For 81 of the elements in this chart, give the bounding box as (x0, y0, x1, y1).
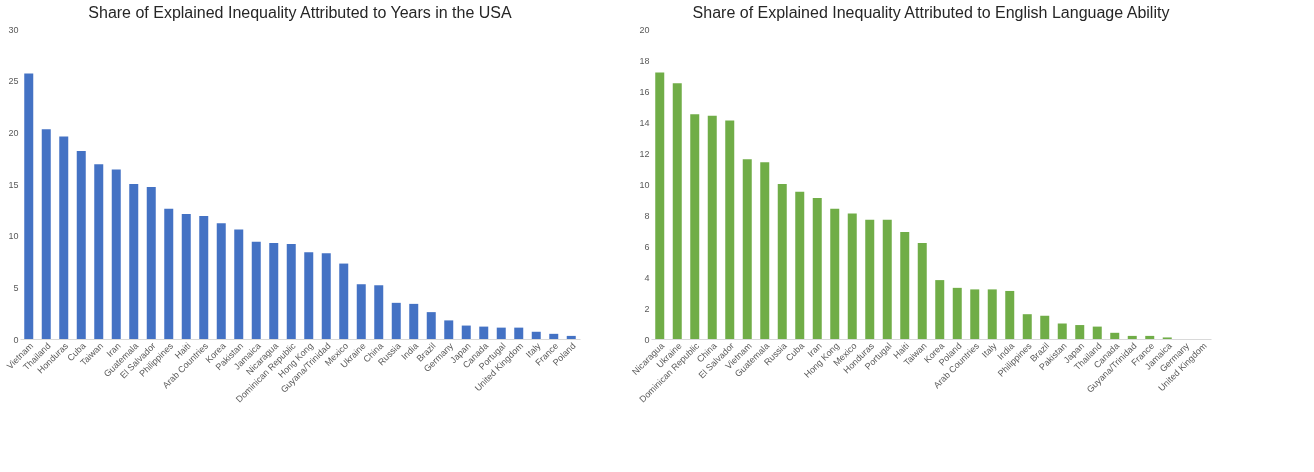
bar (251, 241, 261, 339)
bar (566, 335, 576, 339)
bar (286, 243, 296, 339)
bar (1057, 323, 1067, 339)
bar (830, 208, 840, 339)
bar (269, 242, 279, 339)
bar (970, 289, 980, 339)
bar (812, 197, 822, 339)
y-tick-label: 4 (644, 272, 650, 283)
bar (1022, 314, 1032, 339)
bar (76, 150, 86, 339)
bar (321, 253, 331, 339)
y-tick-label: 25 (8, 76, 19, 87)
bar (1075, 325, 1085, 339)
bar (1110, 332, 1120, 339)
bar (409, 303, 419, 339)
bar (531, 331, 541, 339)
bar (216, 223, 226, 339)
bar (655, 72, 665, 339)
y-tick-label: 0 (644, 334, 650, 345)
y-tick-label: 12 (639, 148, 650, 159)
bar (59, 136, 69, 339)
y-tick-label: 5 (13, 282, 19, 293)
bar (356, 284, 366, 339)
bar (374, 285, 384, 339)
y-tick-label: 18 (639, 55, 650, 66)
y-tick-label: 20 (8, 127, 19, 138)
bar (41, 129, 51, 339)
bar (1040, 315, 1050, 339)
y-tick-label: 16 (639, 86, 650, 97)
bar (549, 333, 559, 339)
bar (672, 83, 682, 339)
y-tick-label: 2 (644, 303, 650, 314)
chart-title: Share of Explained Inequality Attributed to English Language Ability (692, 4, 1170, 21)
bar (111, 169, 121, 339)
bar (1005, 290, 1015, 339)
bar (146, 187, 156, 339)
bar (496, 327, 506, 339)
bar (129, 184, 139, 339)
bar (707, 115, 717, 339)
bar (199, 216, 209, 339)
y-tick-label: 10 (639, 179, 650, 190)
bar (339, 263, 349, 339)
y-tick-label: 20 (639, 24, 650, 35)
bar (742, 159, 752, 339)
bar (847, 213, 857, 339)
bar (1145, 335, 1155, 339)
bar (882, 219, 892, 339)
bar (479, 326, 489, 339)
bar (461, 325, 471, 339)
y-tick-label: 15 (8, 179, 19, 190)
bar (760, 162, 770, 339)
bar (935, 280, 945, 339)
bar (391, 302, 401, 339)
bar (94, 164, 104, 339)
bar (1127, 335, 1137, 339)
bar (426, 312, 436, 339)
y-tick-label: 0 (13, 334, 19, 345)
bar (234, 229, 244, 339)
bar (777, 184, 787, 339)
bar (900, 232, 910, 339)
bar (304, 252, 314, 339)
y-tick-label: 14 (639, 117, 650, 128)
bar (24, 73, 34, 339)
y-tick-label: 8 (644, 210, 650, 221)
bar (181, 213, 191, 339)
bar (865, 219, 875, 339)
bar (725, 120, 735, 339)
bar (917, 242, 927, 339)
bar (690, 114, 700, 339)
bar (795, 191, 805, 339)
bar (164, 208, 174, 339)
y-tick-label: 10 (8, 231, 19, 242)
bar (444, 320, 454, 339)
bar (514, 327, 524, 339)
y-tick-label: 30 (8, 24, 19, 35)
bar (987, 289, 997, 339)
bar (1092, 326, 1102, 339)
y-tick-label: 6 (644, 241, 650, 252)
chart-title: Share of Explained Inequality Attributed to Years in the USA (88, 4, 513, 21)
bar (952, 287, 962, 339)
